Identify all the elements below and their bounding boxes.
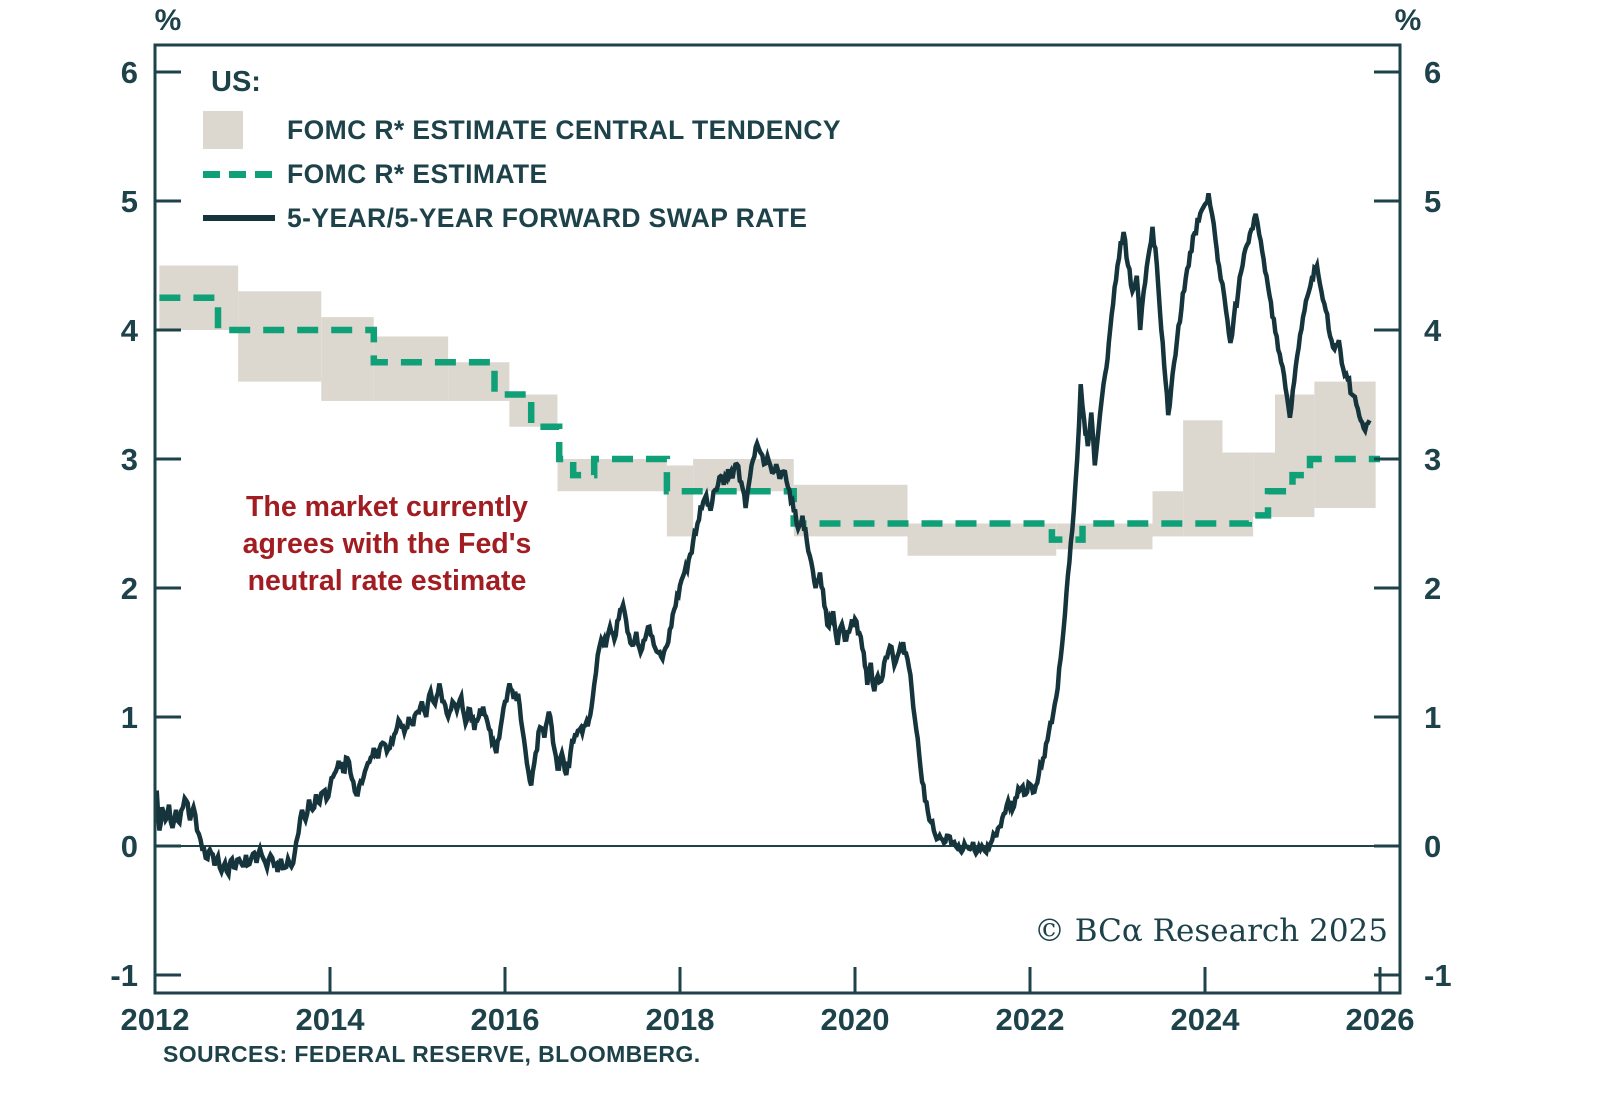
x-tick-label: 2018	[646, 1002, 715, 1037]
central-tendency-band	[1152, 491, 1184, 537]
legend-item-swap-rate: 5-YEAR/5-YEAR FORWARD SWAP RATE	[203, 196, 841, 240]
central-tendency-band	[1253, 452, 1275, 518]
legend-item-central-tendency: FOMC R* ESTIMATE CENTRAL TENDENCY	[203, 108, 841, 152]
annotation-line: agrees with the Fed's	[242, 528, 532, 560]
central-tendency-band	[1183, 420, 1223, 537]
x-tick-label: 2024	[1171, 1002, 1241, 1037]
legend-item-label: 5-YEAR/5-YEAR FORWARD SWAP RATE	[287, 202, 808, 233]
central-tendency-band	[907, 523, 1057, 556]
fomc-estimate-dashed-line	[159, 294, 1380, 543]
y-tick-label-right: 3	[1424, 442, 1441, 477]
annotation-line: The market currently	[246, 491, 528, 523]
band-swatch-icon	[203, 111, 281, 149]
x-tick-label: 2020	[821, 1002, 890, 1037]
y-axis-unit-right: %	[1394, 4, 1422, 37]
y-tick-label-left: 3	[121, 442, 138, 477]
y-axis-unit-left: %	[154, 4, 182, 37]
y-tick-label-left: 6	[121, 55, 138, 90]
y-tick-label-right: 5	[1424, 184, 1441, 219]
y-tick-label-left: 5	[121, 184, 138, 219]
legend-item-label: FOMC R* ESTIMATE	[287, 158, 548, 189]
y-tick-label-left: 0	[121, 829, 138, 864]
central-tendency-band	[666, 465, 694, 537]
y-tick-label-left: 1	[121, 700, 138, 735]
sources-note: SOURCES: FEDERAL RESERVE, BLOOMBERG.	[163, 1041, 701, 1067]
central-tendency-band	[373, 336, 449, 401]
x-tick-label: 2014	[296, 1002, 366, 1037]
central-tendency-band	[448, 362, 510, 401]
solid-line-icon	[203, 215, 281, 221]
annotation: The market currently agrees with the Fed…	[222, 489, 552, 600]
central-tendency-band	[793, 484, 908, 537]
legend-group-label: US:	[211, 66, 261, 98]
y-tick-label-right: 1	[1424, 700, 1441, 735]
y-tick-label-right: 4	[1424, 313, 1442, 348]
legend-item-label: FOMC R* ESTIMATE CENTRAL TENDENCY	[287, 114, 842, 145]
y-tick-label-right: -1	[1424, 958, 1452, 993]
x-tick-label: 2022	[996, 1002, 1065, 1037]
x-tick-label: 2012	[121, 1002, 190, 1037]
plot-frame	[153, 43, 1402, 995]
legend: US: FOMC R* ESTIMATE CENTRAL TENDENCY FO…	[203, 66, 841, 240]
y-tick-label-right: 0	[1424, 829, 1441, 864]
x-tick-label: 2016	[471, 1002, 540, 1037]
x-tick-label: 2026	[1346, 1002, 1415, 1037]
y-tick-label-left: -1	[110, 958, 138, 993]
central-tendency-band	[238, 291, 322, 382]
annotation-line: neutral rate estimate	[247, 565, 527, 597]
dashed-line-icon	[203, 170, 281, 178]
y-tick-label-left: 2	[121, 571, 138, 606]
y-tick-label-right: 2	[1424, 571, 1441, 606]
central-tendency-band	[1314, 381, 1376, 509]
y-tick-label-left: 4	[121, 313, 139, 348]
legend-item-fomc-estimate: FOMC R* ESTIMATE	[203, 152, 841, 196]
swap-rate-line	[154, 192, 1372, 882]
copyright-note: © BCα Research 2025	[1033, 913, 1388, 949]
y-tick-label-right: 6	[1424, 55, 1441, 90]
